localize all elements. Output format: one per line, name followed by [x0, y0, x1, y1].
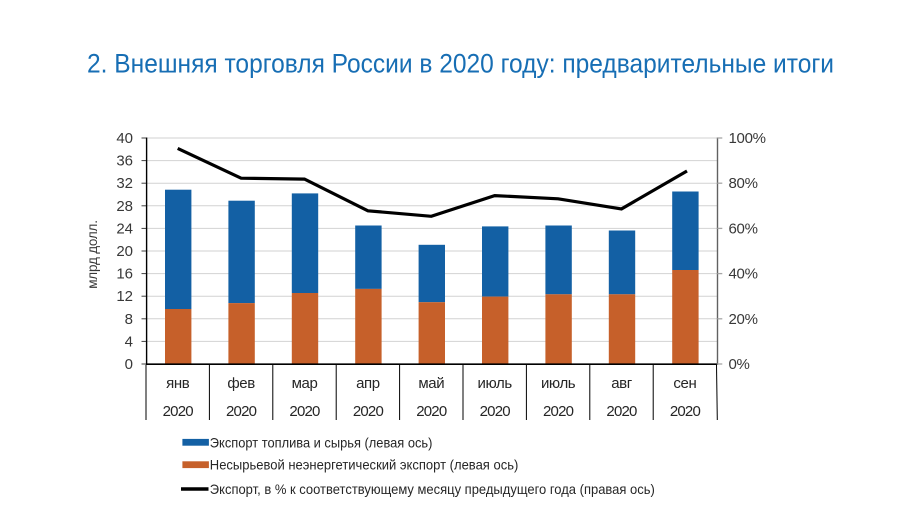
svg-text:май: май: [418, 375, 444, 392]
svg-text:100%: 100%: [729, 130, 766, 147]
svg-text:0: 0: [125, 356, 133, 373]
svg-text:июль: июль: [541, 375, 576, 392]
svg-text:фев: фев: [227, 375, 255, 392]
svg-text:8: 8: [125, 311, 133, 328]
svg-text:36: 36: [116, 153, 133, 170]
svg-text:2020: 2020: [480, 403, 511, 420]
svg-text:2020: 2020: [416, 403, 447, 420]
svg-text:28: 28: [116, 198, 133, 215]
svg-text:Несырьевой неэнергетический эк: Несырьевой неэнергетический экспорт (лев…: [210, 457, 519, 473]
svg-text:40%: 40%: [729, 266, 758, 283]
svg-text:2020: 2020: [353, 403, 384, 420]
svg-text:20%: 20%: [729, 311, 758, 328]
svg-text:2020: 2020: [289, 403, 320, 420]
svg-text:млрд долл.: млрд долл.: [85, 220, 100, 289]
svg-text:12: 12: [116, 288, 133, 305]
svg-text:60%: 60%: [729, 220, 758, 237]
svg-text:2. Внешняя торговля России в 2: 2. Внешняя торговля России в 2020 году: …: [87, 49, 834, 79]
svg-text:16: 16: [116, 266, 133, 283]
svg-text:24: 24: [116, 220, 133, 237]
svg-text:Экспорт топлива и сырья (левая: Экспорт топлива и сырья (левая ось): [210, 434, 433, 450]
svg-text:2020: 2020: [670, 403, 701, 420]
svg-text:янв: янв: [166, 375, 190, 392]
svg-text:2020: 2020: [543, 403, 574, 420]
svg-text:0%: 0%: [729, 356, 750, 373]
svg-text:32: 32: [116, 175, 133, 192]
svg-text:20: 20: [116, 243, 133, 260]
svg-text:авг: авг: [611, 375, 633, 392]
svg-text:2020: 2020: [163, 403, 194, 420]
svg-text:Экспорт, в % к соответствующем: Экспорт, в % к соответствующему месяцу п…: [210, 481, 655, 497]
svg-text:2020: 2020: [226, 403, 257, 420]
svg-text:сен: сен: [673, 375, 696, 392]
svg-text:мар: мар: [292, 375, 318, 392]
svg-text:40: 40: [116, 130, 133, 147]
svg-text:4: 4: [125, 333, 133, 350]
svg-text:80%: 80%: [729, 175, 758, 192]
svg-text:июль: июль: [478, 375, 513, 392]
svg-text:апр: апр: [356, 375, 380, 392]
svg-text:2020: 2020: [606, 403, 637, 420]
